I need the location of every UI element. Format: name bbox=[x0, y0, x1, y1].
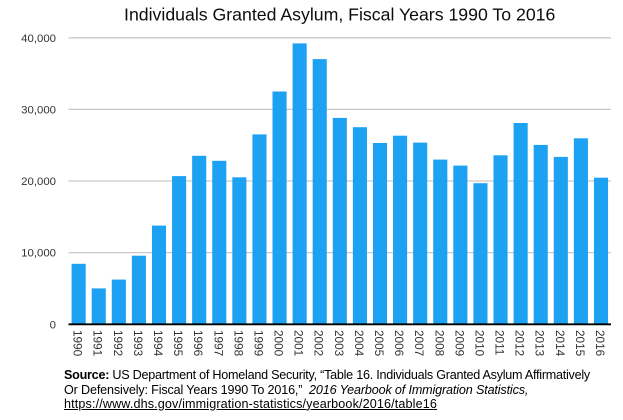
svg-text:1996: 1996 bbox=[191, 330, 205, 357]
svg-text:2015: 2015 bbox=[573, 330, 587, 357]
svg-text:1990: 1990 bbox=[71, 330, 85, 357]
svg-text:2016: 2016 bbox=[593, 330, 607, 357]
svg-text:2010: 2010 bbox=[472, 330, 486, 357]
svg-text:2011: 2011 bbox=[493, 330, 507, 355]
svg-text:2005: 2005 bbox=[372, 330, 386, 357]
svg-text:20,000: 20,000 bbox=[21, 176, 56, 188]
svg-text:2008: 2008 bbox=[432, 330, 446, 357]
svg-text:2001: 2001 bbox=[292, 330, 306, 356]
svg-text:Individuals Granted Asylum, Fi: Individuals Granted Asylum, Fiscal Years… bbox=[124, 4, 555, 24]
svg-text:2006: 2006 bbox=[392, 330, 406, 357]
svg-text:2007: 2007 bbox=[412, 330, 426, 356]
svg-text:2000: 2000 bbox=[272, 330, 286, 357]
svg-text:1997: 1997 bbox=[211, 330, 225, 356]
svg-text:2002: 2002 bbox=[312, 330, 326, 356]
svg-text:2004: 2004 bbox=[352, 330, 366, 357]
svg-text:2014: 2014 bbox=[553, 330, 567, 357]
svg-text:2013: 2013 bbox=[533, 330, 547, 357]
svg-text:2009: 2009 bbox=[452, 330, 466, 356]
svg-text:1992: 1992 bbox=[111, 330, 125, 356]
svg-text:0: 0 bbox=[50, 319, 56, 331]
svg-text:10,000: 10,000 bbox=[21, 248, 56, 260]
svg-text:1999: 1999 bbox=[251, 330, 265, 356]
svg-text:2012: 2012 bbox=[513, 330, 527, 356]
svg-text:1993: 1993 bbox=[131, 330, 145, 357]
svg-text:1994: 1994 bbox=[151, 330, 165, 357]
svg-text:1991: 1991 bbox=[91, 330, 105, 356]
svg-text:1998: 1998 bbox=[231, 330, 245, 357]
svg-text:30,000: 30,000 bbox=[21, 104, 56, 116]
svg-text:1995: 1995 bbox=[171, 330, 185, 357]
svg-text:2003: 2003 bbox=[332, 330, 346, 357]
svg-text:40,000: 40,000 bbox=[21, 33, 56, 45]
